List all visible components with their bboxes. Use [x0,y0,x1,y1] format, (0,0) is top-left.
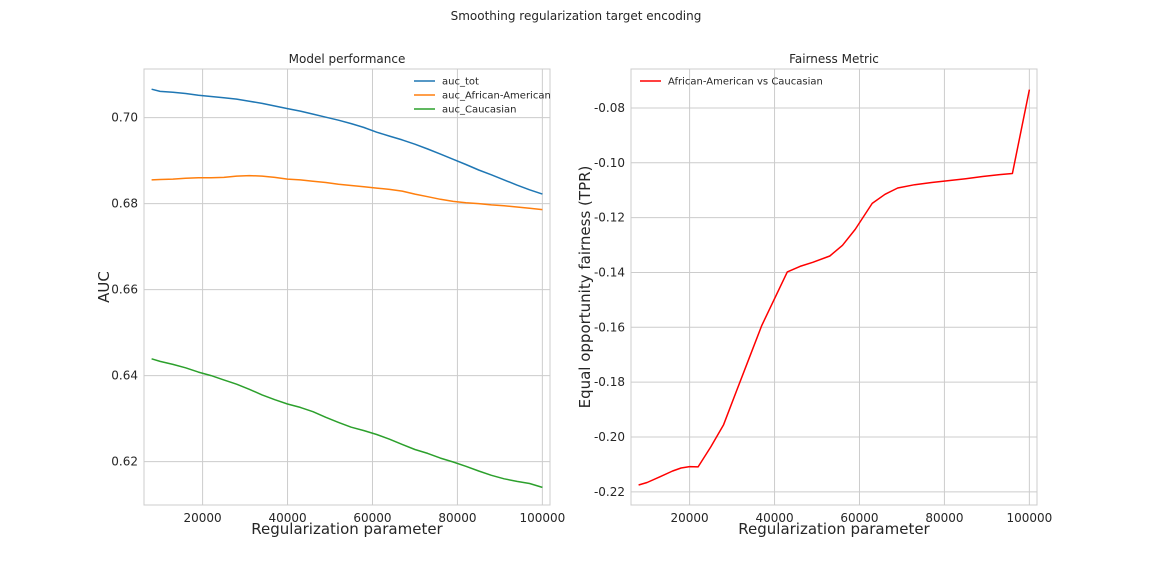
fair-ytick-label: -0.12 [594,211,625,225]
fair-xtick-label: 40000 [755,511,793,525]
perf-ytick-label: 0.62 [111,455,138,469]
perf-legend-label: auc_tot [442,77,479,88]
perf-ytick-label: 0.64 [111,369,138,383]
perf-xtick-label: 60000 [353,511,391,525]
perf-xlabel: Regularization parameter [251,520,443,538]
perf-legend-label: auc_African-American [442,91,551,102]
perf-series-line-auc-african-american [151,174,543,211]
perf-xtick-label: 80000 [438,511,476,525]
perf-ytick-label: 0.70 [111,111,138,125]
perf-xtick-label: 100000 [519,511,565,525]
fair-legend-label: African-American vs Caucasian [668,77,823,88]
fair-ytick-label: -0.08 [594,101,625,115]
perf-series-line-auc-caucasian [151,358,543,489]
fair-ytick-label: -0.20 [594,430,625,444]
fair-axes-frame [630,68,1038,506]
fair-ytick-label: -0.22 [594,485,625,499]
perf-ylabel: AUC [95,271,113,303]
perf-title: Model performance [289,52,406,66]
fair-series-line-african-american-vs-caucasian [638,89,1031,486]
perf-xtick-label: 40000 [268,511,306,525]
fair-xlabel: Regularization parameter [738,520,930,538]
fair-ytick-label: -0.10 [594,156,625,170]
fair-ytick-label: -0.14 [594,265,625,279]
fair-ytick-label: -0.18 [594,375,625,389]
figure-suptitle: Smoothing regularization target encoding [451,9,702,23]
fairness-metric-panel: 20000 40000 60000 80000 100000 -0.22 -0.20 -0.1… [576,52,1052,538]
perf-axes-frame [143,68,551,506]
model-performance-panel: 20000 40000 60000 80000 100000 0.62 0.64 0.66 0.… [95,52,565,538]
perf-xtick-label: 20000 [184,511,222,525]
fair-xtick-label: 60000 [840,511,878,525]
perf-legend-label: auc_Caucasian [442,105,517,116]
fair-title: Fairness Metric [789,52,879,66]
fair-xtick-label: 80000 [925,511,963,525]
perf-ytick-label: 0.66 [111,283,138,297]
fair-xtick-label: 20000 [671,511,709,525]
perf-ytick-label: 0.68 [111,197,138,211]
fair-ytick-label: -0.16 [594,320,625,334]
fair-xtick-label: 100000 [1006,511,1052,525]
perf-series-line-auc-tot [151,88,543,195]
fair-ylabel: Equal opportunity fairness (TPR) [576,166,594,409]
